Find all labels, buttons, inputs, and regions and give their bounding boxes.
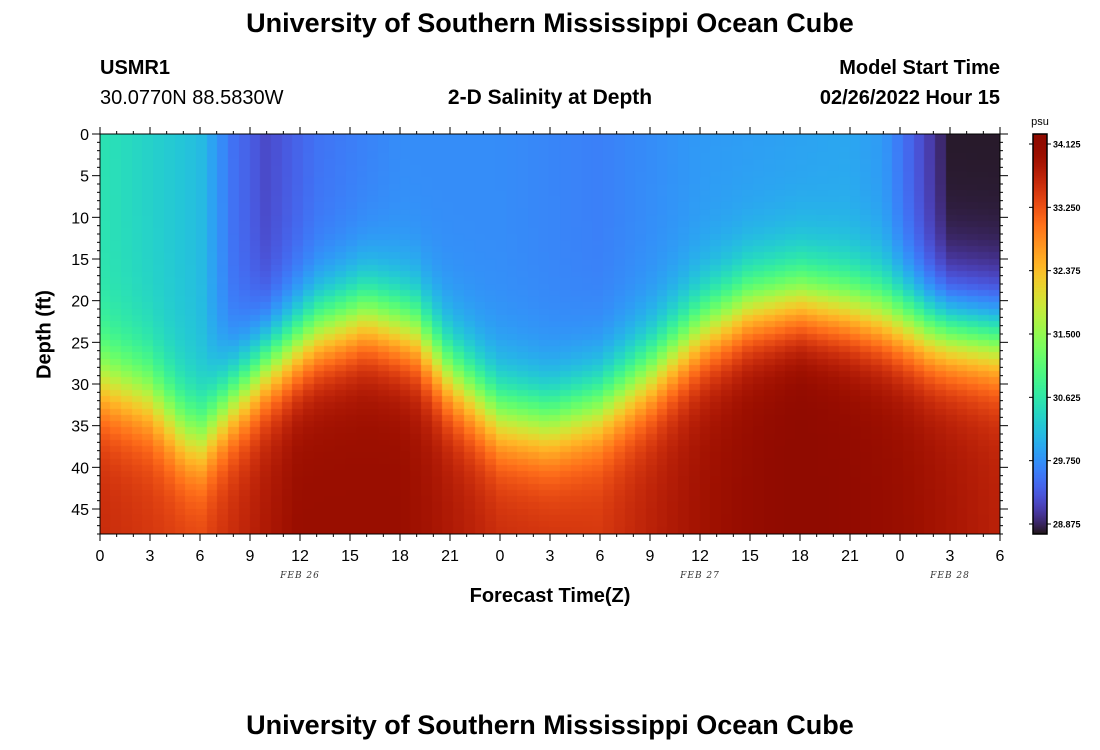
- station-id: USMR1: [100, 57, 171, 79]
- x-tick-label: 9: [646, 548, 655, 565]
- colorbar-tick-label: 30.625: [1053, 393, 1081, 403]
- colorbar-tick-label: 33.250: [1053, 203, 1081, 213]
- x-tick-label: 12: [691, 548, 709, 565]
- station-coordinates: 30.0770N 88.5830W: [100, 87, 284, 109]
- model-start-label: Model Start Time: [839, 57, 1000, 79]
- salinity-heatmap: [100, 134, 1000, 534]
- x-axis-title: Forecast Time(Z): [469, 585, 631, 607]
- y-tick-label: 0: [80, 127, 89, 144]
- colorbar-frame: [1032, 133, 1048, 535]
- date-label: FEB 27: [679, 571, 720, 581]
- x-tick-label: 6: [196, 548, 205, 565]
- colorbar-tick-label: 31.500: [1053, 330, 1081, 340]
- y-tick-label: 5: [80, 169, 89, 186]
- x-tick-label: 0: [496, 548, 505, 565]
- y-tick-label: 45: [71, 502, 89, 519]
- x-tick-label: 12: [291, 548, 309, 565]
- colorbar-unit: psu: [1031, 116, 1049, 128]
- x-tick-label: 3: [946, 548, 955, 565]
- y-tick-label: 25: [71, 335, 89, 352]
- x-tick-label: 21: [441, 548, 459, 565]
- colorbar-tick-label: 34.125: [1053, 140, 1081, 150]
- y-tick-label: 40: [71, 460, 89, 477]
- colorbar-tick-label: 32.375: [1053, 266, 1081, 276]
- colorbar-tick-label: 28.875: [1053, 520, 1081, 530]
- page-title: University of Southern Mississippi Ocean…: [246, 8, 854, 38]
- y-tick-label: 30: [71, 377, 89, 394]
- y-tick-label: 10: [71, 210, 89, 227]
- colorbar: psu 34.125 33.250 32.375 31.500 30.625 29.750 2…: [1029, 116, 1081, 535]
- x-tick-label: 3: [146, 548, 155, 565]
- plot-title: 2-D Salinity at Depth: [447, 86, 653, 109]
- x-tick-label: 15: [741, 548, 759, 565]
- y-tick-label: 35: [71, 419, 89, 436]
- y-tick-label: 20: [71, 294, 89, 311]
- x-tick-label: 6: [596, 548, 605, 565]
- x-tick-label: 18: [391, 548, 409, 565]
- plot-frame: [99, 133, 1001, 535]
- x-tick-label: 6: [996, 548, 1005, 565]
- x-tick-label: 0: [96, 548, 105, 565]
- x-tick-label: 9: [246, 548, 255, 565]
- y-tick-label: 15: [71, 252, 89, 269]
- y-axis-title: Depth (ft): [33, 290, 56, 379]
- colorbar-gradient: [1033, 134, 1047, 534]
- x-tick-label: 0: [896, 548, 905, 565]
- x-tick-label: 3: [546, 548, 555, 565]
- date-label: FEB 26: [279, 571, 320, 581]
- x-tick-label: 15: [341, 548, 359, 565]
- x-tick-label: 21: [841, 548, 859, 565]
- footer-title: University of Southern Mississippi Ocean…: [246, 710, 854, 740]
- date-label: FEB 28: [929, 571, 970, 581]
- model-start-value: 02/26/2022 Hour 15: [819, 87, 1000, 109]
- x-tick-label: 18: [791, 548, 809, 565]
- colorbar-tick-label: 29.750: [1053, 456, 1081, 466]
